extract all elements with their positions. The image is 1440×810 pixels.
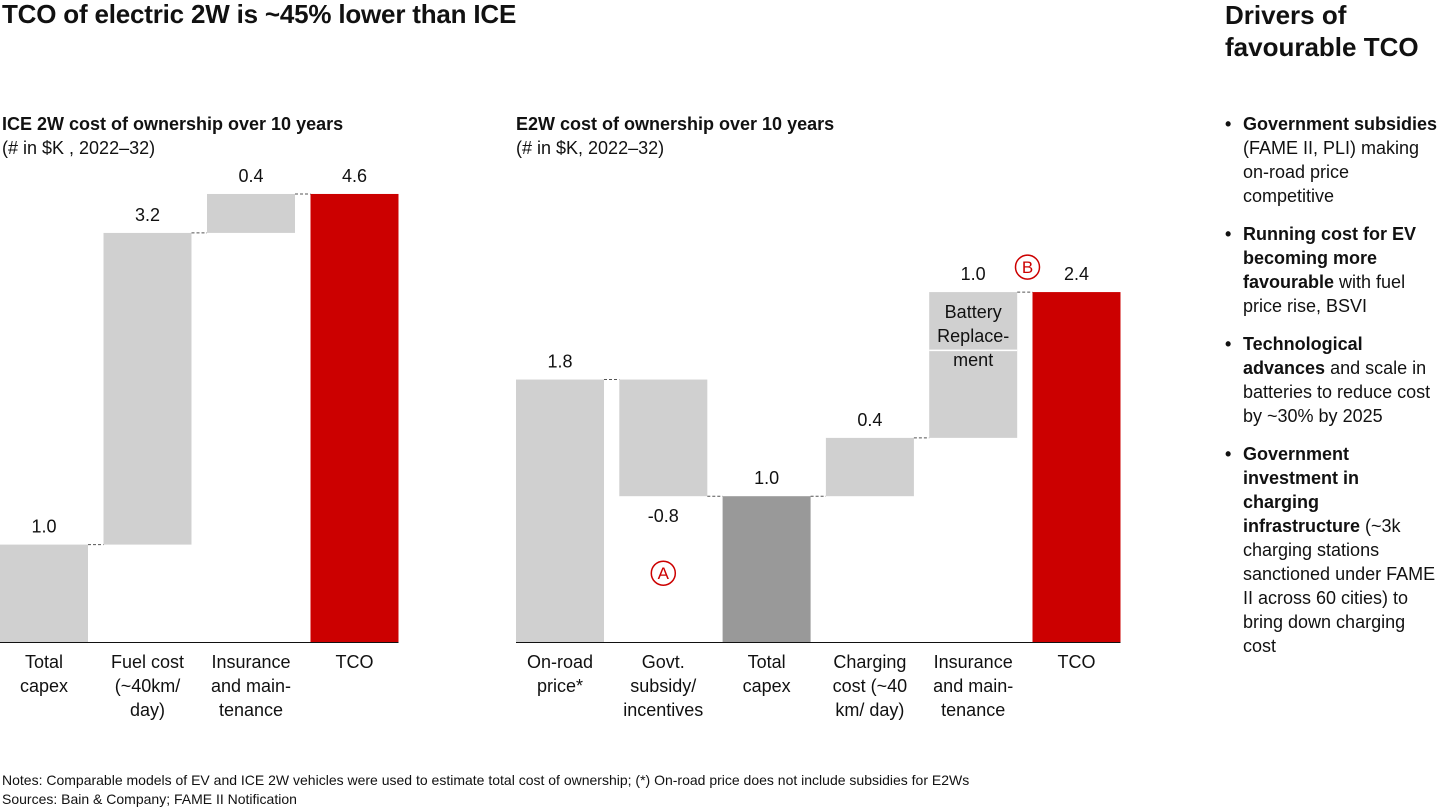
value-label: 1.0 (961, 264, 986, 284)
value-label: 1.0 (754, 468, 779, 488)
driver-bold: Technological advances (1243, 334, 1363, 378)
waterfall-bar (619, 379, 708, 497)
marker-circle-icon (650, 560, 677, 586)
category-label: day) (130, 700, 165, 720)
category-label: incentives (623, 700, 703, 720)
category-label: tenance (219, 700, 283, 720)
driver-item: • Running cost for EV becoming more favou… (1225, 222, 1440, 318)
value-label: -0.8 (648, 506, 679, 526)
waterfall-bar (0, 544, 88, 642)
segment-annotation-label: Battery (945, 302, 1002, 322)
ice-chart-title: ICE 2W cost of ownership over 10 years (2, 114, 344, 134)
driver-text: with fuel price rise, BSVI (1243, 272, 1406, 316)
category-label: On-road (527, 652, 593, 672)
value-label: 1.8 (547, 352, 572, 372)
driver-bold: Government subsidies (1243, 114, 1438, 134)
bullet-dot-icon: • (1225, 114, 1232, 134)
waterfall-bar (103, 232, 192, 545)
driver-item: • Technological advances and scale in bat… (1225, 332, 1440, 428)
value-label: 0.4 (857, 410, 882, 430)
waterfall-bar (310, 193, 399, 642)
e2w-chart-title: E2W cost of ownership over 10 years (516, 114, 835, 134)
category-label: price* (537, 676, 583, 696)
footnotes: Notes: Comparable models of EV and ICE 2… (2, 771, 969, 809)
sources-line: Sources: Bain & Company; FAME II Notific… (2, 791, 297, 807)
segment-annotation-label: Replace- (937, 326, 1009, 346)
driver-text: (~3k charging stations sanctioned under … (1243, 516, 1436, 656)
category-label: Charging (833, 652, 906, 672)
driver-item: • Government investment in charging infra… (1225, 442, 1440, 658)
value-label: 3.2 (135, 205, 160, 225)
ice-chart-subtitle: (# in $K , 2022–32) (2, 138, 156, 158)
category-label: Total (25, 652, 63, 672)
category-label: Govt. (642, 652, 685, 672)
waterfall-bar (1032, 292, 1121, 642)
drivers-list: • Government subsidies (FAME II, PLI) mak… (1225, 112, 1440, 672)
category-label: Total (748, 652, 786, 672)
waterfall-bar (207, 193, 295, 233)
waterfall-bar (722, 496, 811, 642)
notes-line: Notes: Comparable models of EV and ICE 2… (2, 772, 970, 788)
value-label: 4.6 (342, 166, 367, 186)
marker-label: B (1022, 258, 1033, 277)
sidebar-title: Drivers of favourable TCO (1225, 0, 1419, 62)
marker-circle-icon (1014, 254, 1041, 280)
driver-text: (FAME II, PLI) making on-road price comp… (1243, 138, 1420, 206)
value-label: 2.4 (1064, 264, 1089, 284)
category-label: capex (743, 676, 791, 696)
category-label: Insurance (211, 652, 290, 672)
value-label: 1.0 (31, 517, 56, 537)
category-label: (~40km/ (115, 676, 181, 696)
category-label: TCO (336, 652, 374, 672)
driver-text: and scale in batteries to reduce cost by… (1243, 358, 1431, 426)
category-label: and main- (211, 676, 291, 696)
waterfall-charts: 1.0 Total capex 3.2 Fuel cost (~40km/day) 0.4 I… (0, 166, 1121, 720)
value-label: 0.4 (238, 166, 263, 186)
category-label: Fuel cost (111, 652, 184, 672)
waterfall-bar (825, 437, 914, 497)
driver-bold: Running cost for EV becoming more favour… (1243, 224, 1416, 292)
category-label: capex (20, 676, 68, 696)
driver-bold: Government investment in charging infras… (1243, 444, 1361, 536)
e2w-chart-subtitle: (# in $K, 2022–32) (516, 138, 665, 158)
category-label: subsidy/ (630, 676, 696, 696)
category-label: Insurance (934, 652, 1013, 672)
category-label: TCO (1058, 652, 1096, 672)
bullet-dot-icon: • (1225, 334, 1232, 354)
category-label: km/ day) (835, 700, 904, 720)
bullet-dot-icon: • (1225, 224, 1232, 244)
segment-annotation-label: ment (953, 350, 993, 370)
category-label: cost (~40 (833, 676, 908, 696)
driver-item: • Government subsidies (FAME II, PLI) mak… (1225, 112, 1440, 208)
waterfall-bar (516, 379, 604, 642)
category-label: and main- (933, 676, 1013, 696)
page-title: TCO of electric 2W is ~45% lower than IC… (2, 0, 517, 29)
marker-label: A (658, 564, 670, 583)
bullet-dot-icon: • (1225, 444, 1232, 464)
waterfall-bar (929, 292, 1018, 438)
category-label: tenance (941, 700, 1005, 720)
